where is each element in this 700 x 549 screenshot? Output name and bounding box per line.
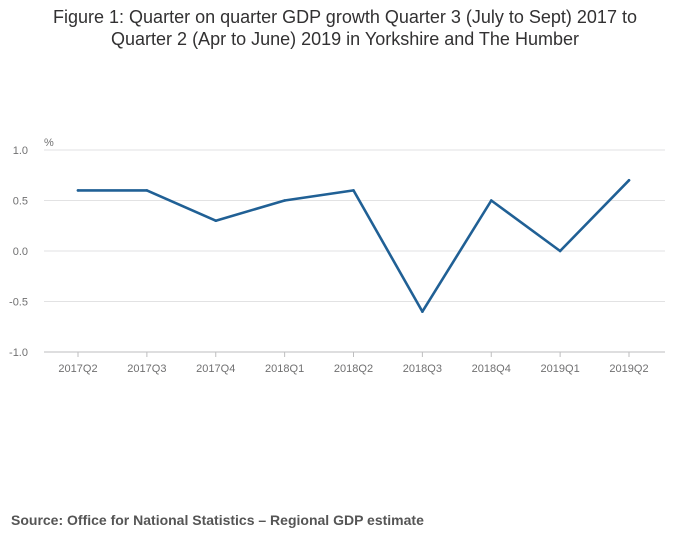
data-point	[352, 189, 355, 192]
data-point	[627, 179, 631, 182]
x-tick-label: 2017Q3	[127, 363, 166, 375]
y-tick-label: 0.5	[13, 196, 28, 208]
data-point	[214, 219, 218, 222]
series-layer	[76, 179, 631, 313]
y-tick-label: -0.5	[9, 297, 28, 309]
x-tick-label: 2018Q1	[265, 363, 304, 375]
y-tick-label: 0.0	[13, 246, 28, 258]
x-tick-label: 2018Q3	[403, 363, 442, 375]
x-tick-label: 2018Q4	[472, 363, 511, 375]
y-tick-label: -1.0	[9, 347, 28, 359]
data-point	[489, 199, 493, 202]
y-axis-tick-labels: 1.0 0.5 0.0 -0.5 -1.0	[9, 145, 28, 359]
x-tick-label: 2017Q2	[58, 363, 97, 375]
data-point	[283, 199, 286, 202]
data-point	[558, 249, 562, 253]
x-tick-label: 2018Q2	[334, 363, 373, 375]
chart-title: Figure 1: Quarter on quarter GDP growth …	[0, 6, 690, 50]
y-tick-label: 1.0	[13, 145, 28, 157]
series-line	[76, 179, 631, 313]
source-note: Source: Office for National Statistics –…	[11, 512, 424, 528]
x-tick-label: 2019Q2	[609, 363, 648, 375]
x-tick-label: 2017Q4	[196, 363, 235, 375]
data-point	[421, 310, 424, 313]
data-point	[145, 189, 149, 192]
chart-title-line-1: Figure 1: Quarter on quarter GDP growth …	[53, 7, 637, 27]
x-tick-label: 2019Q1	[541, 363, 580, 375]
y-axis-unit-label: %	[44, 137, 54, 149]
x-axis	[44, 351, 665, 357]
gridlines	[44, 149, 665, 302]
data-point	[76, 189, 80, 192]
x-axis-tick-labels: 2017Q2 2017Q3 2017Q4 2018Q1 2018Q2 2018Q3 2018…	[58, 363, 648, 375]
chart-title-line-2: Quarter 2 (Apr to June) 2019 in Yorkshir…	[111, 29, 579, 49]
